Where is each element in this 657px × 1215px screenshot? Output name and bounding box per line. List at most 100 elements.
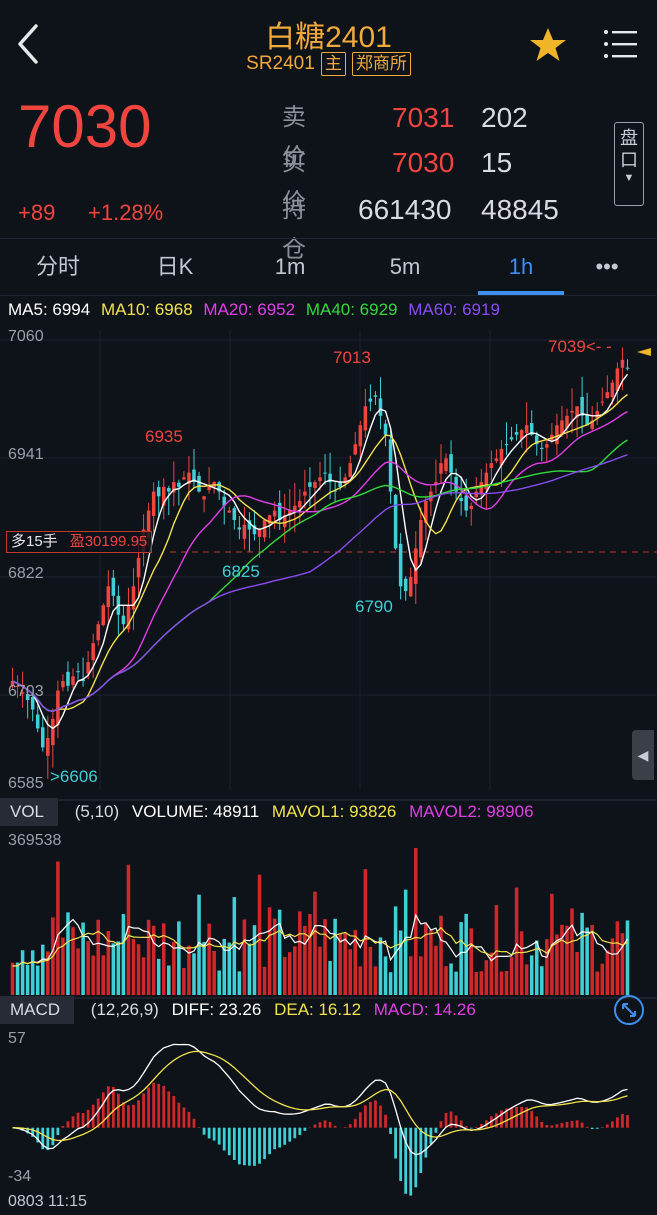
candle-body xyxy=(570,411,574,413)
position-badge[interactable]: 多15手 盈30199.95 xyxy=(6,531,153,553)
candle-body xyxy=(610,382,615,397)
candle-body xyxy=(202,496,206,500)
volume-bar xyxy=(25,964,30,995)
ask-volume: 202 xyxy=(481,102,528,133)
side-panel-handle[interactable]: ◀ xyxy=(632,730,654,780)
volume-bar xyxy=(222,938,226,995)
tab-intraday[interactable]: 分时 xyxy=(35,254,80,279)
tab-1h[interactable]: 1h xyxy=(508,254,534,279)
volume-bar xyxy=(368,946,373,995)
favorite-star-icon[interactable] xyxy=(528,26,568,69)
candle-body xyxy=(378,398,383,416)
volume-bar xyxy=(10,962,15,995)
mavol1-value: MAVOL1: 93826 xyxy=(271,802,397,821)
mavol10-line xyxy=(12,926,628,967)
tab-1m[interactable]: 1m xyxy=(274,254,306,279)
volume-bar xyxy=(514,887,519,995)
volume-bar xyxy=(81,922,85,995)
volume-bar xyxy=(419,956,423,995)
candle-body xyxy=(282,515,287,528)
ma5-line xyxy=(12,373,629,730)
last-price-marker xyxy=(637,348,651,356)
macd-y-min: -34 xyxy=(8,1168,32,1185)
macd-indicator-selector[interactable]: MACD xyxy=(0,996,75,1024)
candle-body xyxy=(81,679,85,682)
bid-label: 买价 xyxy=(282,149,306,216)
candle-body xyxy=(509,437,514,440)
volume-bar xyxy=(282,957,287,995)
candle-body xyxy=(333,490,337,492)
volume-bar xyxy=(161,923,166,995)
volume-bar xyxy=(35,965,40,995)
mavol5-line xyxy=(12,913,629,967)
tab-5m[interactable]: 5m xyxy=(389,254,421,279)
volume-bar xyxy=(348,949,353,995)
volume-bar xyxy=(141,957,146,995)
candle-body xyxy=(524,425,529,433)
volume-bar xyxy=(136,944,141,995)
volume-bar xyxy=(534,940,539,995)
pankou-button[interactable]: 盘口 ▼ xyxy=(614,122,644,206)
volume-bar xyxy=(41,944,45,995)
ma20-line xyxy=(12,410,628,713)
volume-bar xyxy=(172,941,176,995)
volume-bar xyxy=(620,933,625,995)
volume-bar xyxy=(131,938,136,995)
volume-bar xyxy=(247,943,252,995)
menu-icon[interactable] xyxy=(603,26,639,67)
volume-bar xyxy=(353,929,358,995)
volume-bar xyxy=(489,952,494,995)
volume-bar xyxy=(625,920,630,995)
volume-bar xyxy=(308,913,312,995)
candle-body xyxy=(111,577,116,596)
y-tick-6703: 6703 xyxy=(8,683,44,700)
candle-body xyxy=(393,494,398,549)
volume-bar xyxy=(237,971,242,995)
tab-daily-k[interactable]: 日K xyxy=(156,254,194,279)
vol-indicator-selector[interactable]: VOL xyxy=(0,798,59,826)
volume-bar xyxy=(519,931,524,995)
candle-body xyxy=(20,692,25,694)
candle-body xyxy=(151,491,156,516)
volume-bar xyxy=(217,970,221,995)
candle-body xyxy=(464,495,468,511)
volume-bar xyxy=(585,927,589,995)
candle-body xyxy=(575,406,579,418)
vol-params: (5,10) xyxy=(74,802,120,821)
diff-line xyxy=(12,1043,628,1156)
volume-bar xyxy=(459,922,463,995)
volume-bar xyxy=(509,957,514,995)
tab-more[interactable]: ••• xyxy=(595,254,619,279)
volume-bar xyxy=(151,925,156,995)
candle-body xyxy=(348,463,353,477)
candle-body xyxy=(277,502,282,520)
kline-chart-area[interactable] xyxy=(0,296,657,1196)
oi-label: 持仓 xyxy=(282,196,306,263)
expand-icon[interactable] xyxy=(614,995,644,1025)
y-tick-6822: 6822 xyxy=(8,565,44,582)
candle-body xyxy=(161,486,166,506)
volume-bar xyxy=(313,891,317,995)
volume-bar xyxy=(167,965,171,995)
caret-down-icon: ▼ xyxy=(623,172,635,184)
volume-bar xyxy=(444,966,448,995)
high-marker-6935: 6935 xyxy=(145,427,183,446)
candle-body xyxy=(338,482,342,487)
volume-bar xyxy=(575,952,579,995)
candle-body xyxy=(30,697,35,710)
candle-body xyxy=(595,411,599,419)
back-arrow-icon[interactable] xyxy=(12,22,48,66)
candle-body xyxy=(469,505,473,509)
low-marker-6606: >6606 xyxy=(50,767,98,786)
volume-bar xyxy=(192,953,196,995)
exchange-tag: 郑商所 xyxy=(351,52,411,76)
volume-bar xyxy=(242,919,247,995)
candle-body xyxy=(439,463,443,474)
volume-bar xyxy=(343,932,347,995)
volume-bar xyxy=(408,956,413,995)
candle-body xyxy=(474,491,479,498)
volume-bar xyxy=(262,966,267,995)
volume-bar xyxy=(605,950,610,995)
volume-bar xyxy=(298,911,302,995)
volume-bar xyxy=(540,966,544,995)
